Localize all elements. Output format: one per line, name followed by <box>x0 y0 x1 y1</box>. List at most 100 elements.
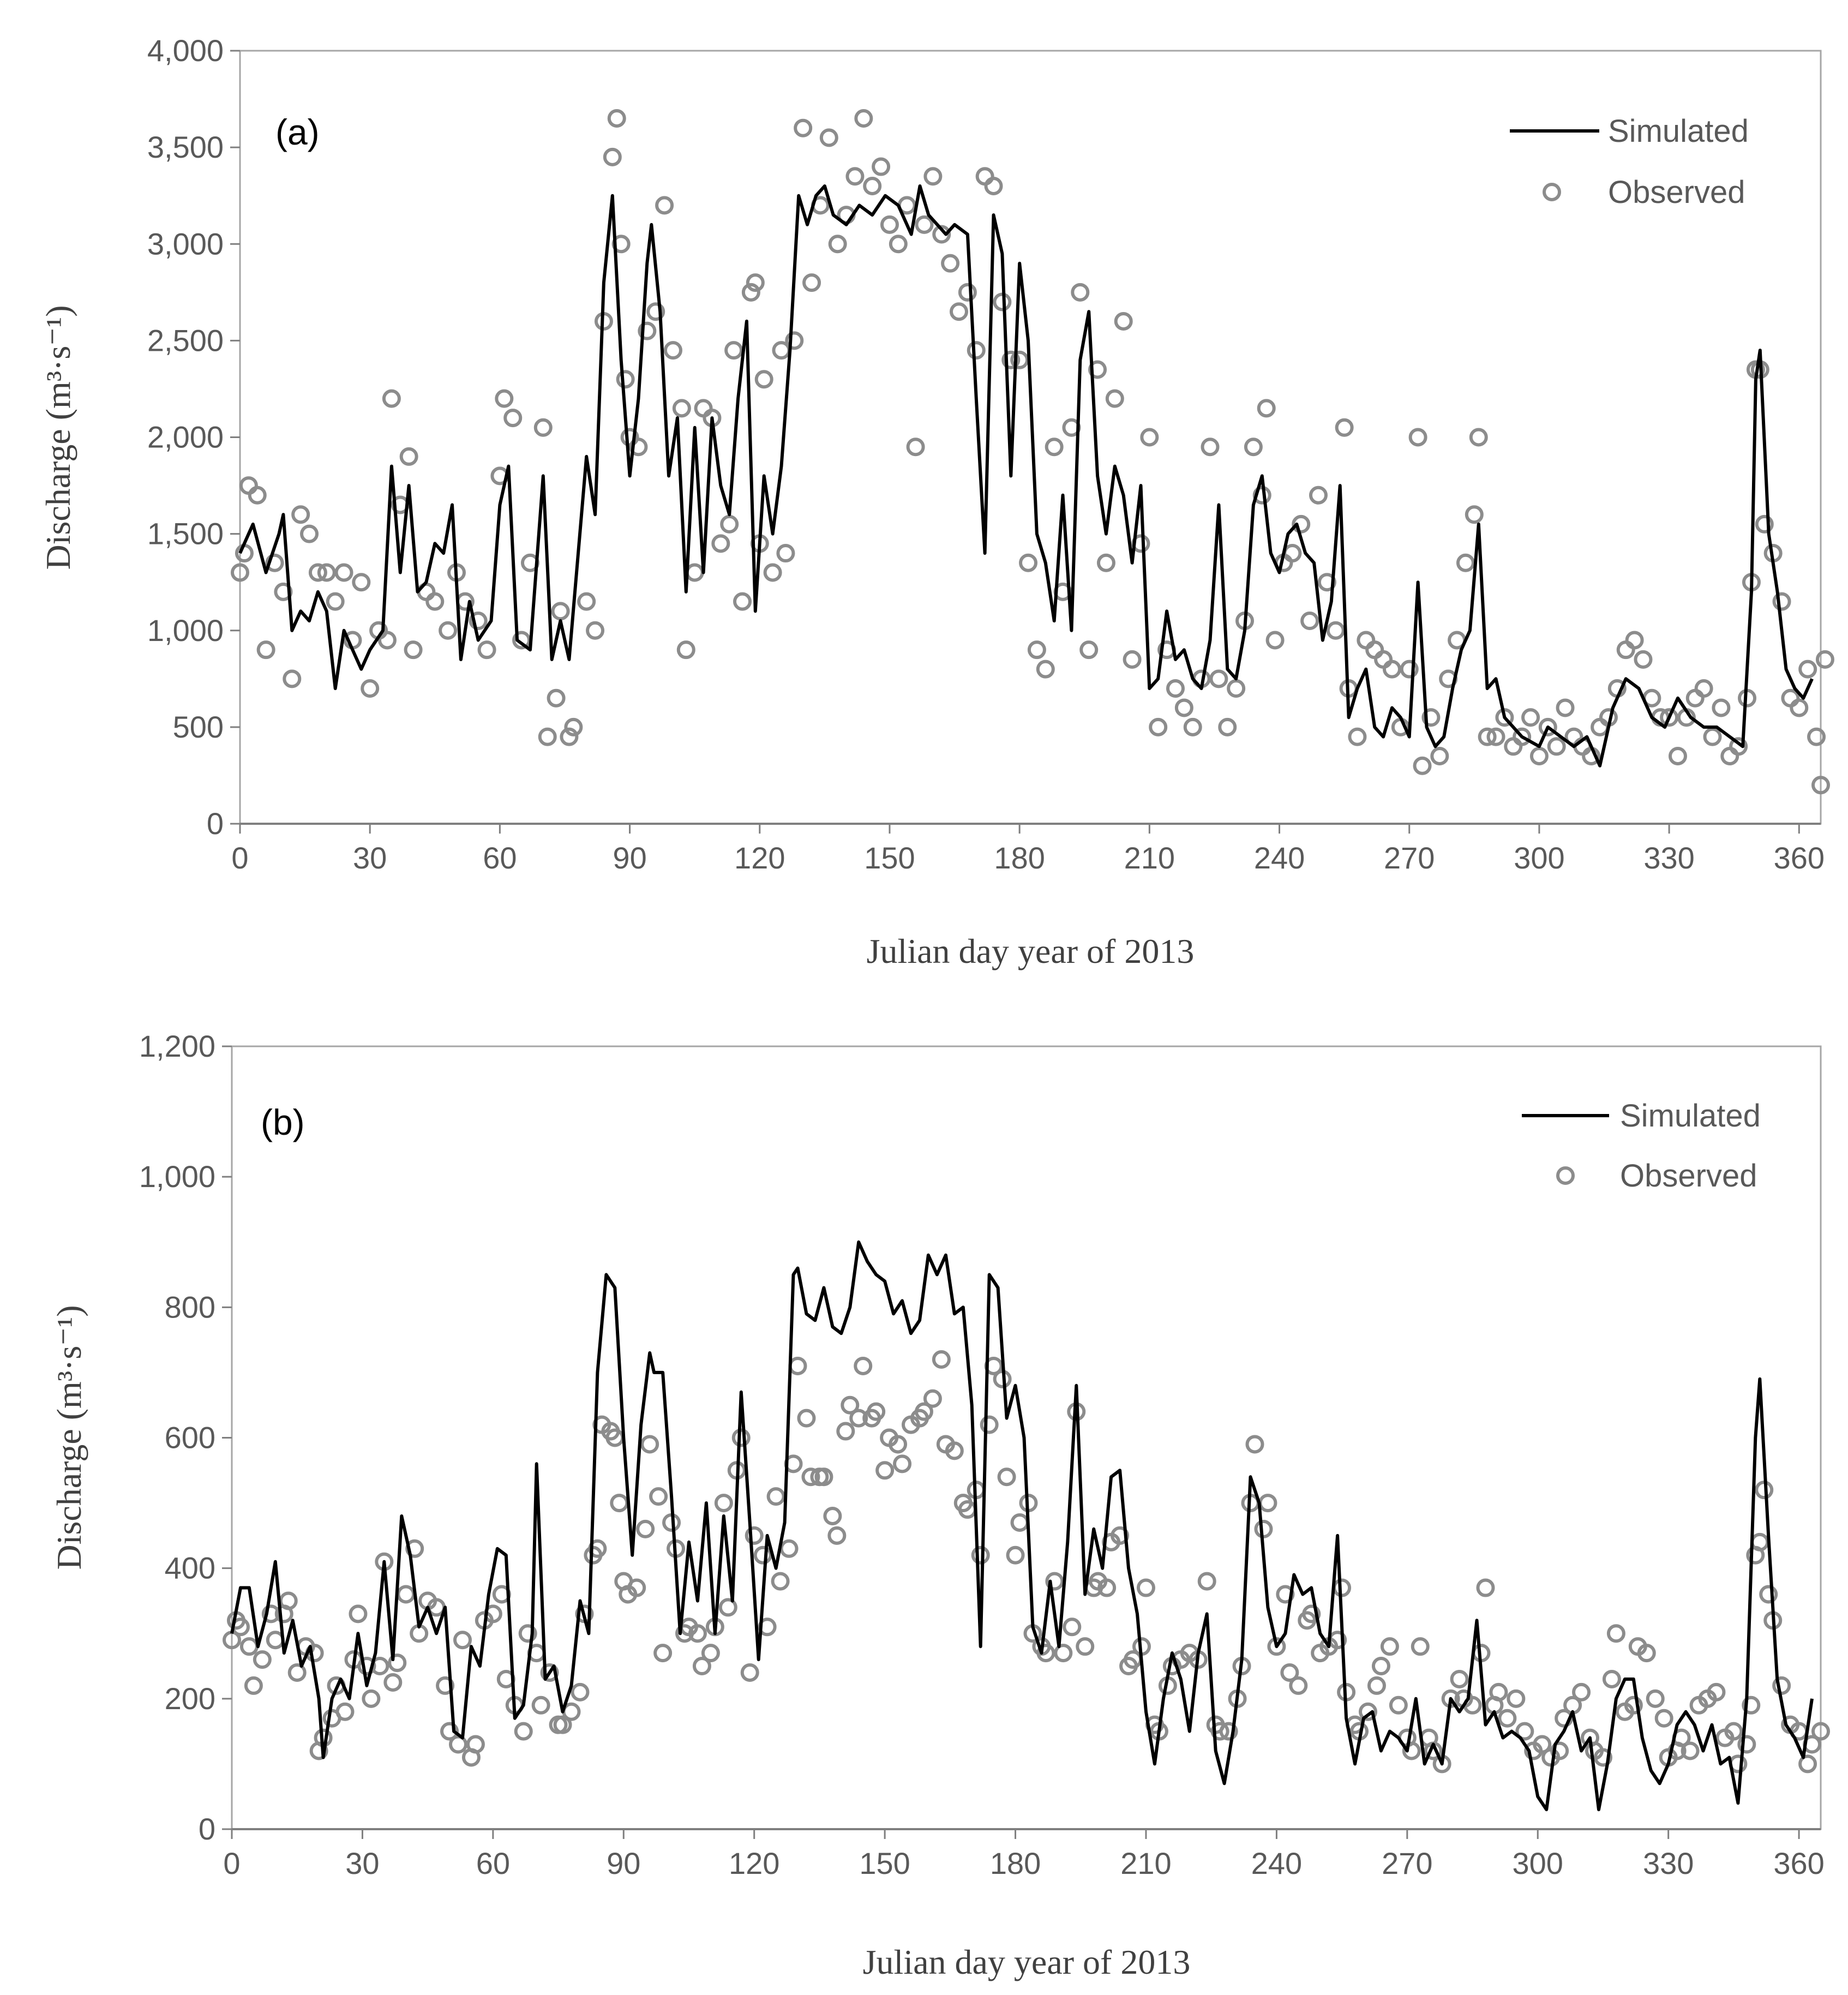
observed-point <box>1408 428 1427 447</box>
observed-point <box>1197 1572 1216 1591</box>
x-tick-label: 180 <box>994 841 1045 875</box>
legend-observed-marker <box>1556 1166 1575 1185</box>
observed-point <box>867 1402 886 1421</box>
observed-point <box>231 563 249 582</box>
observed-point <box>1533 1735 1552 1754</box>
observed-point <box>1357 631 1376 650</box>
observed-point <box>629 438 648 457</box>
observed-point <box>1244 438 1263 457</box>
y-tick-label: 1,200 <box>139 1029 215 1063</box>
observed-point <box>440 1722 459 1741</box>
observed-point <box>261 1604 280 1623</box>
observed-point <box>1729 737 1748 756</box>
observed-point <box>932 1350 951 1369</box>
observed-point <box>349 1604 368 1623</box>
observed-point <box>1265 631 1285 650</box>
chart-panel-b: 0 200 400 600 800 1,000 1,200 0 30 60 90 120 150 180… <box>50 1029 1830 1981</box>
observed-point <box>1257 399 1276 418</box>
observed-point <box>915 215 934 234</box>
observed-point <box>980 1415 999 1434</box>
panel-label: (b) <box>261 1102 305 1142</box>
observed-point <box>425 592 445 611</box>
observed-point <box>849 1409 868 1428</box>
legend: Simulated Observed <box>1522 1098 1761 1194</box>
observed-point <box>923 1389 942 1408</box>
legend-observed-label: Observed <box>1620 1158 1757 1194</box>
observed-point <box>745 1526 764 1545</box>
observed-point <box>1724 1722 1743 1741</box>
observed-point <box>672 399 691 418</box>
observed-point <box>640 1435 659 1454</box>
y-tick-label: 600 <box>165 1421 215 1455</box>
observed-point <box>1507 1689 1526 1708</box>
observed-point <box>361 679 380 698</box>
observed-point <box>1538 717 1557 736</box>
plot-area-frame <box>231 1045 1822 1830</box>
x-tick-label: 0 <box>231 841 248 875</box>
observed-point <box>538 727 557 746</box>
y-tick-label: 0 <box>199 1812 215 1846</box>
observed-point <box>357 1657 376 1676</box>
observed-point <box>779 1539 799 1558</box>
x-tick-label: 210 <box>1120 1846 1171 1880</box>
observed-point <box>291 505 310 524</box>
observed-point <box>362 1689 381 1708</box>
observed-point <box>256 640 275 660</box>
observed-point <box>1646 1689 1665 1708</box>
observed-point <box>1489 1682 1508 1702</box>
observed-point <box>766 1487 785 1506</box>
observed-point <box>439 621 458 640</box>
observed-point <box>1634 650 1653 669</box>
y-axis-title: Discharge (m³·s⁻¹) <box>39 305 77 570</box>
observed-point <box>1660 708 1679 727</box>
observed-point <box>239 1637 259 1656</box>
x-tick-label: 210 <box>1124 841 1175 875</box>
simulated-series <box>230 1240 1814 1812</box>
observed-point <box>653 1644 673 1663</box>
observed-point <box>610 1494 629 1513</box>
observed-point <box>1529 747 1549 766</box>
simulated-line <box>230 1240 1814 1812</box>
observed-point <box>975 167 994 186</box>
observed-point <box>854 1356 873 1375</box>
observed-point <box>287 1663 307 1682</box>
x-tick-label: 180 <box>990 1846 1041 1880</box>
observed-point <box>404 640 423 660</box>
observed-point <box>785 331 804 350</box>
observed-point <box>802 273 821 292</box>
x-tick-label: 270 <box>1384 841 1435 875</box>
observed-point <box>1036 1644 1055 1663</box>
observed-point <box>1210 1722 1229 1741</box>
observed-point <box>1811 776 1830 795</box>
observed-point <box>603 147 622 166</box>
observed-point <box>1815 650 1834 669</box>
observed-point <box>692 1657 711 1676</box>
observed-point <box>827 1526 847 1545</box>
chart-panel-a: 05001,0001,5002,0002,5003,0003,5004,000 … <box>39 33 1834 970</box>
legend: Simulated Observed <box>1510 113 1749 210</box>
observed-point <box>1258 1494 1277 1513</box>
y-tick-labels: 0 500 1,000 1,500 2,000 2,500 3,000 3,500 4,000 <box>147 33 240 841</box>
observed-point <box>531 1696 550 1715</box>
observed-point <box>1456 553 1475 572</box>
observed-point <box>1079 640 1099 660</box>
x-tick-label: 90 <box>607 1846 640 1880</box>
x-tick-label: 240 <box>1254 841 1305 875</box>
observed-point <box>1694 679 1713 698</box>
x-tick-label: 150 <box>859 1846 910 1880</box>
observed-point <box>1105 389 1124 408</box>
observed-point <box>551 602 570 621</box>
observed-point <box>1358 1702 1377 1721</box>
observed-point <box>1309 486 1328 505</box>
observed-point <box>720 514 739 534</box>
observed-point <box>1707 1682 1726 1702</box>
observed-point <box>1720 747 1739 766</box>
observed-point <box>776 544 795 563</box>
observed-point <box>1807 727 1826 746</box>
y-tick-label: 3,000 <box>147 226 224 261</box>
observed-point <box>794 118 813 137</box>
x-tick-label: 90 <box>613 841 646 875</box>
observed-point <box>893 1454 912 1473</box>
observed-point <box>397 1585 416 1604</box>
observed-point <box>1616 640 1635 660</box>
